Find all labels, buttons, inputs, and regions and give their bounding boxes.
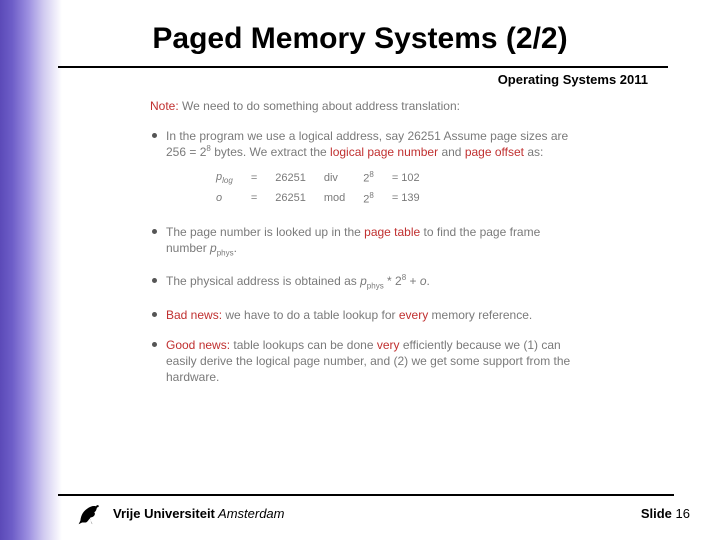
uni-bold: Vrije Universiteit — [113, 506, 215, 521]
content-area: Note: We need to do something about addr… — [150, 98, 580, 399]
bullet1-lpn: logical page number — [330, 145, 438, 159]
bullet2-pt: page table — [364, 225, 420, 239]
course-subheader: Operating Systems 2011 — [498, 72, 648, 87]
bullet5-very: very — [377, 338, 400, 352]
eq-eq1: = — [243, 169, 265, 188]
bullet1-po: page offset — [465, 145, 524, 159]
bullet1-text-a: In the program we use a logical address,… — [166, 129, 568, 143]
bullet4-b: memory reference. — [428, 308, 532, 322]
eq-8c: 8 — [369, 191, 373, 200]
bullet3-c: + — [406, 274, 420, 288]
uni-ital: Amsterdam — [215, 506, 285, 521]
eq-val1: 26251 — [267, 169, 314, 188]
bullet2-a: The page number is looked up in the — [166, 225, 364, 239]
bullet4-bad: Bad news: — [166, 308, 222, 322]
eq-val2: 26251 — [267, 190, 314, 209]
eq-r2: = 139 — [384, 190, 428, 209]
eq-mod: mod — [316, 190, 353, 209]
bullet2-phys: phys — [217, 249, 234, 258]
slide-label: Slide — [641, 506, 676, 521]
eq-eq2: = — [243, 190, 265, 209]
eq-row-2: o = 26251 mod 28 = 139 — [208, 190, 428, 209]
bullet5-good: Good news: — [166, 338, 230, 352]
bullet-4: Bad news: we have to do a table lookup f… — [150, 307, 580, 323]
bullet-2: The page number is looked up in the page… — [150, 224, 580, 259]
equation-table: plog = 26251 div 28 = 102 o = 26251 mod … — [206, 167, 430, 210]
bullet3-b: * 2 — [384, 274, 402, 288]
bullet4-a: we have to do a table lookup for — [222, 308, 399, 322]
bullet4-every: every — [399, 308, 428, 322]
eq-row-1: plog = 26251 div 28 = 102 — [208, 169, 428, 188]
slide-number: Slide 16 — [641, 506, 690, 521]
bullet1-text-b: bytes. We extract the — [211, 145, 330, 159]
eq-div: div — [316, 169, 353, 188]
bullet-1: In the program we use a logical address,… — [150, 128, 580, 210]
bullet3-a: The physical address is obtained as — [166, 274, 360, 288]
footer-left: Vrije Universiteit Amsterdam — [75, 500, 284, 526]
bullet2-c: . — [234, 241, 237, 255]
bullet3-o: o — [420, 274, 427, 288]
eq-plog-sub: log — [222, 176, 233, 185]
bullet1-text-d: as: — [524, 145, 543, 159]
footer: Vrije Universiteit Amsterdam Slide 16 — [75, 500, 690, 526]
bullet3-phys: phys — [367, 282, 384, 291]
note-line: Note: We need to do something about addr… — [150, 98, 580, 114]
eq-8b: 8 — [369, 170, 373, 179]
page-title: Paged Memory Systems (2/2) — [0, 22, 720, 56]
eq-256: 256 — [166, 145, 186, 159]
bullet-5: Good news: table lookups can be done ver… — [150, 337, 580, 386]
footer-rule — [58, 494, 674, 496]
bullet1-text-c: and — [438, 145, 465, 159]
note-text: We need to do something about address tr… — [179, 99, 460, 113]
bullet-list: In the program we use a logical address,… — [150, 128, 580, 385]
title-rule — [58, 66, 668, 68]
bullet3-d: . — [427, 274, 430, 288]
eq-o: o — [208, 190, 241, 209]
university-text: Vrije Universiteit Amsterdam — [113, 506, 284, 521]
eq-r1: = 102 — [384, 169, 428, 188]
bullet5-a: table lookups can be done — [230, 338, 377, 352]
bullet-3: The physical address is obtained as pphy… — [150, 273, 580, 292]
bullet2-p: p — [210, 241, 217, 255]
slide-num: 16 — [676, 506, 690, 521]
griffin-logo-icon — [75, 500, 103, 526]
bullet3-p: p — [360, 274, 367, 288]
side-gradient — [0, 0, 62, 540]
note-label: Note: — [150, 99, 179, 113]
